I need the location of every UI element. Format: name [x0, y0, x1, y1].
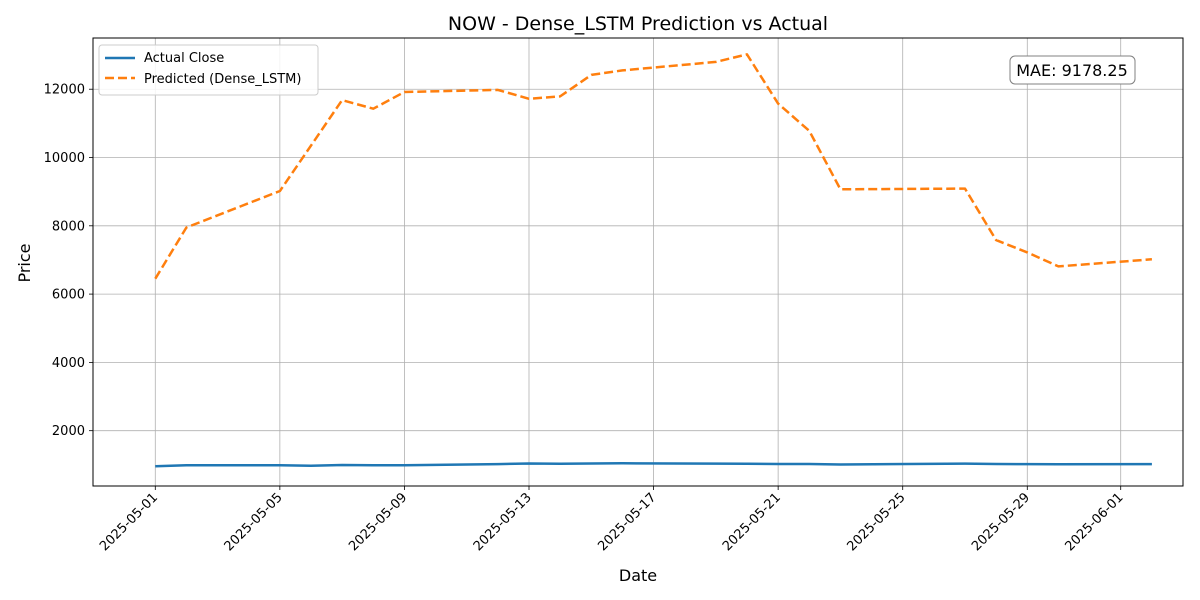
series-line-actual-close: [155, 462, 1152, 468]
mae-annotation-text: MAE: 9178.25: [1016, 61, 1128, 80]
y-tick-label: 10000: [44, 151, 85, 166]
mae-annotation: MAE: 9178.25: [1009, 55, 1136, 85]
y-tick-label: 2000: [52, 424, 85, 439]
y-tick-label: 8000: [52, 219, 85, 234]
y-tick-label: 12000: [44, 83, 85, 98]
legend-box: [98, 44, 319, 96]
y-tick-label: 6000: [52, 288, 85, 303]
legend-label-predicted: Predicted (Dense_LSTM): [144, 72, 301, 87]
legend: Actual Close Predicted (Dense_LSTM): [98, 44, 319, 96]
plot-frame: [92, 37, 1184, 487]
y-axis-title: Price: [15, 243, 34, 282]
chart-title: NOW - Dense_LSTM Prediction vs Actual: [448, 13, 828, 35]
y-tick-label: 4000: [52, 356, 85, 371]
series-layer: [154, 53, 1152, 468]
series-line-predicted: [154, 53, 1152, 280]
legend-label-actual-close: Actual Close: [144, 51, 224, 66]
x-axis-title: Date: [619, 566, 657, 585]
mae-annotation-box: [1009, 55, 1136, 85]
